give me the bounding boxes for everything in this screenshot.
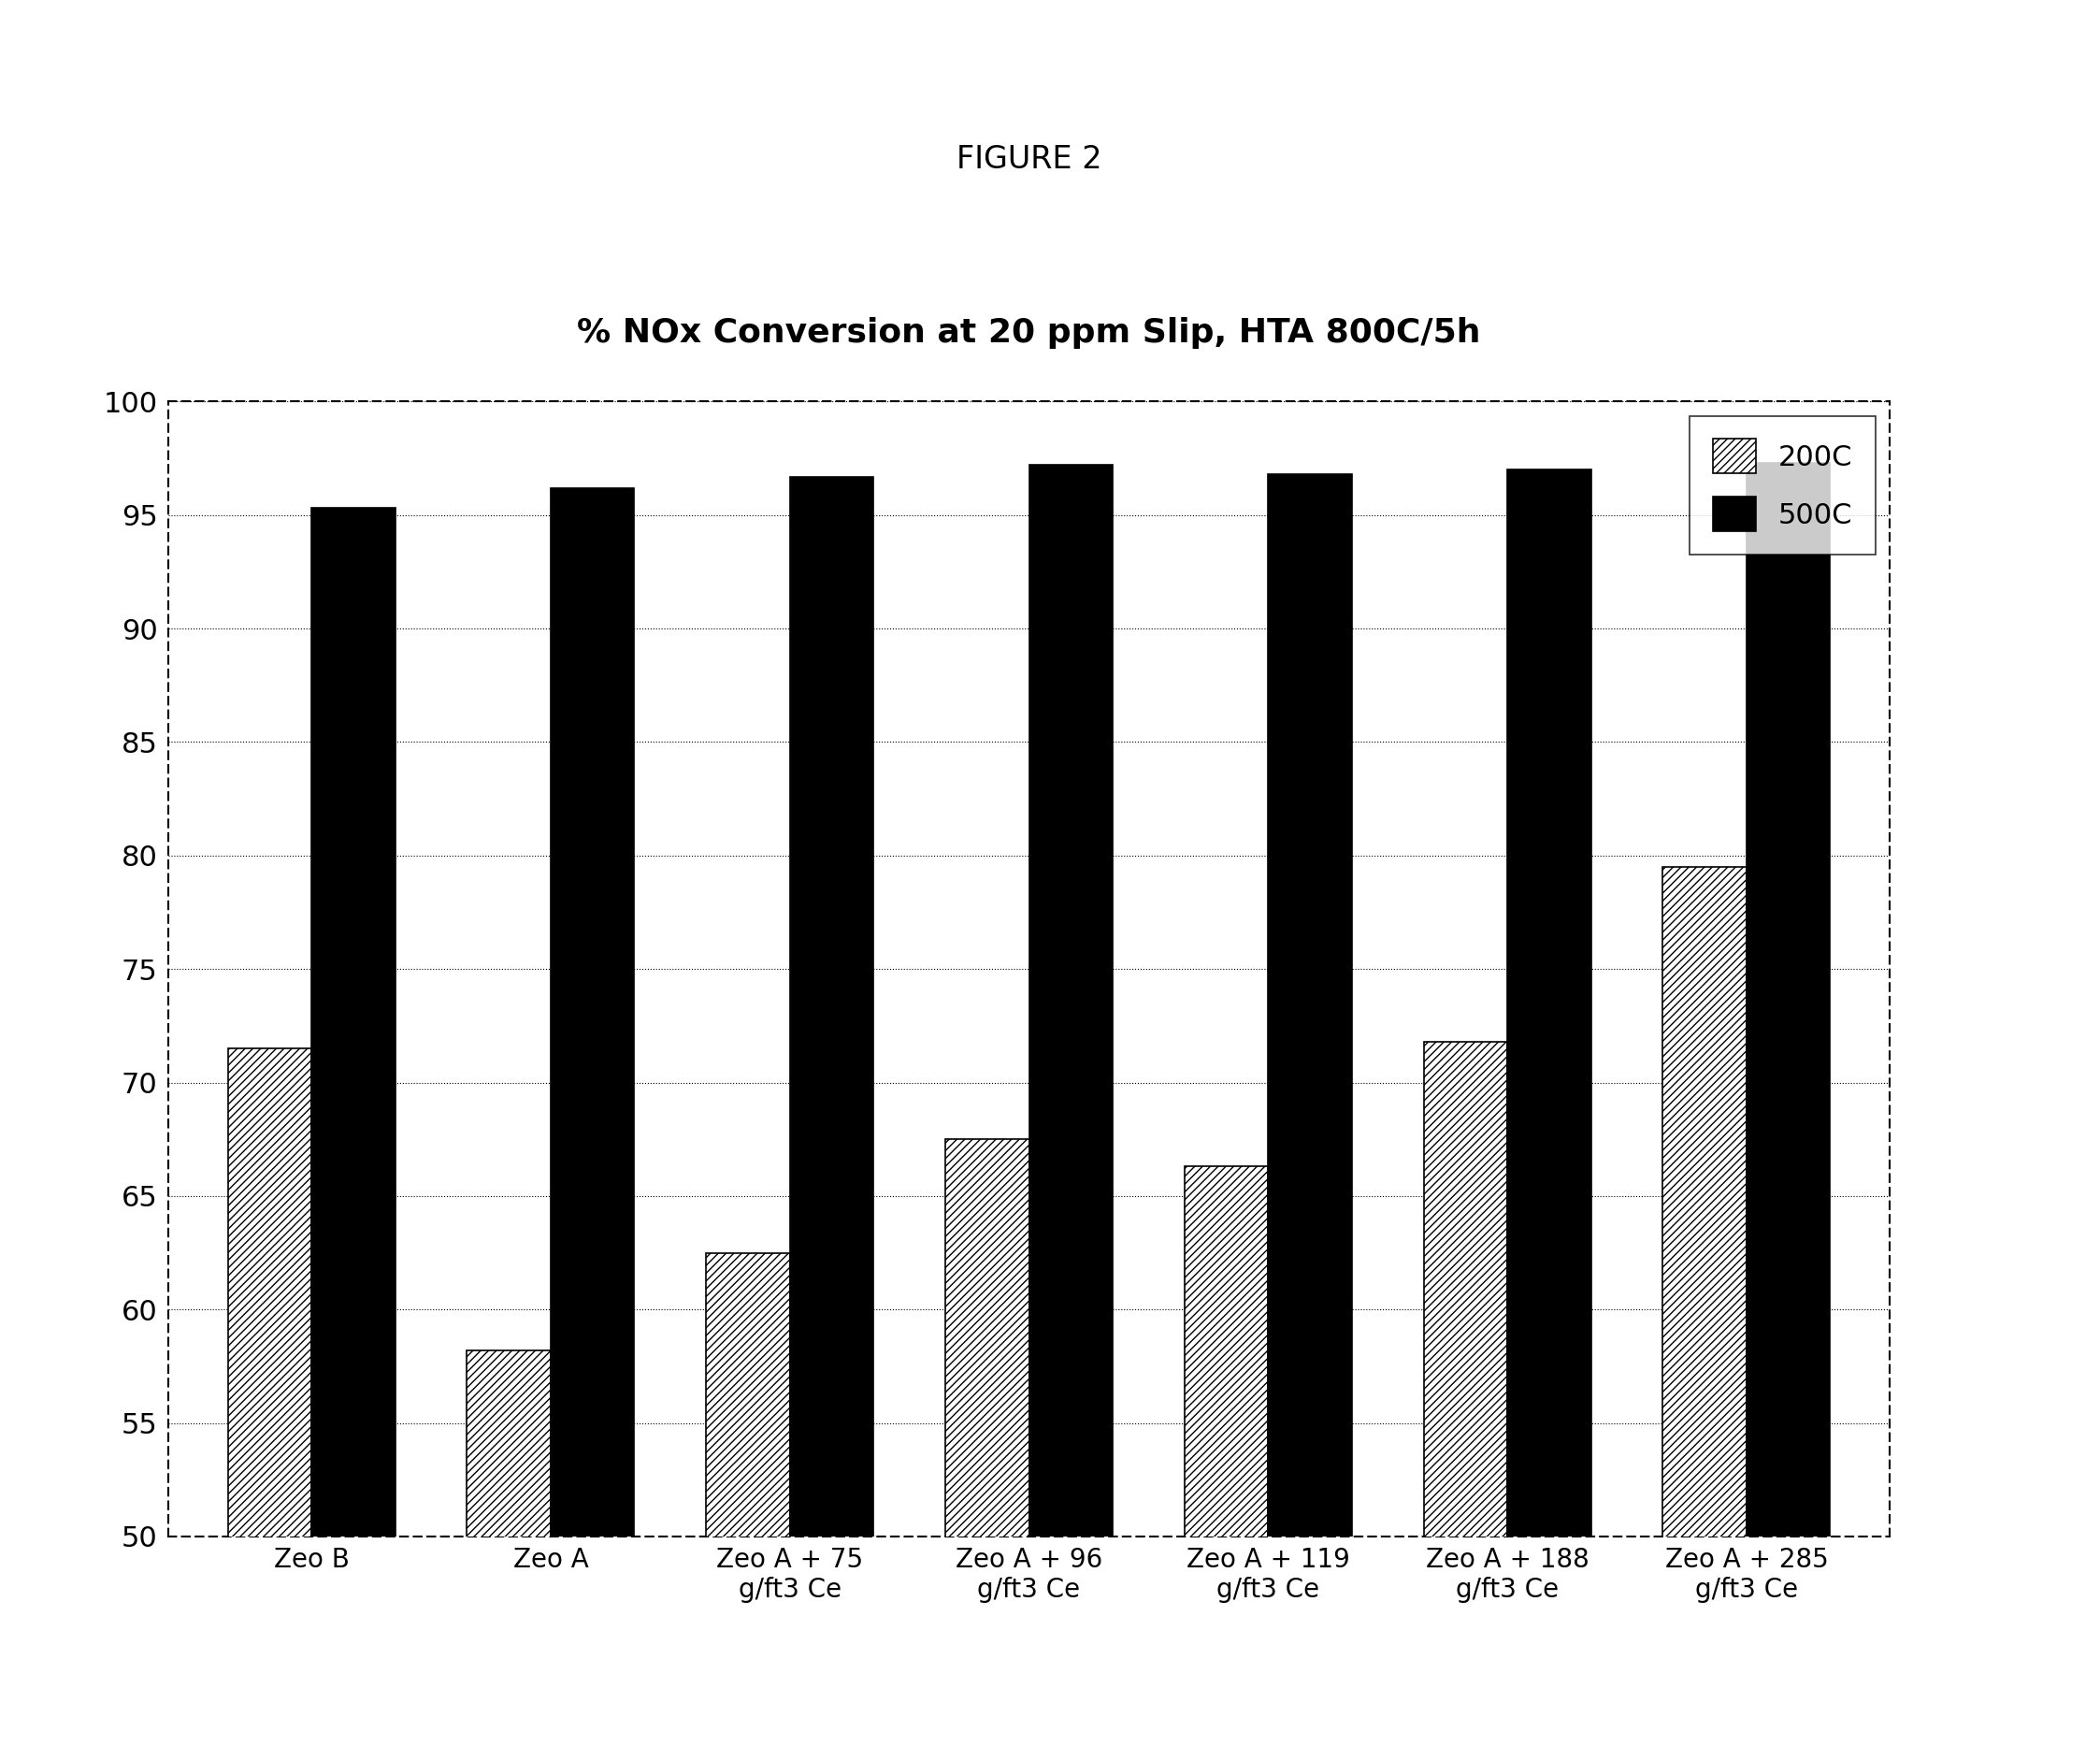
Bar xyxy=(1184,1166,1268,1746)
Bar xyxy=(790,477,874,1746)
Text: FIGURE 2: FIGURE 2 xyxy=(956,143,1102,175)
Bar xyxy=(1268,475,1352,1746)
Text: % NOx Conversion at 20 ppm Slip, HTA 800C/5h: % NOx Conversion at 20 ppm Slip, HTA 800… xyxy=(578,318,1480,349)
Bar xyxy=(466,1350,550,1746)
Bar xyxy=(1663,866,1747,1746)
Bar xyxy=(1747,463,1831,1746)
Bar xyxy=(1424,1042,1508,1746)
Bar xyxy=(1029,464,1113,1746)
Bar xyxy=(706,1254,790,1746)
Bar xyxy=(945,1138,1029,1746)
Bar xyxy=(1508,470,1592,1746)
Legend: 200C, 500C: 200C, 500C xyxy=(1690,416,1875,553)
Bar xyxy=(227,1048,311,1746)
Bar xyxy=(550,487,634,1746)
Bar xyxy=(311,508,395,1746)
